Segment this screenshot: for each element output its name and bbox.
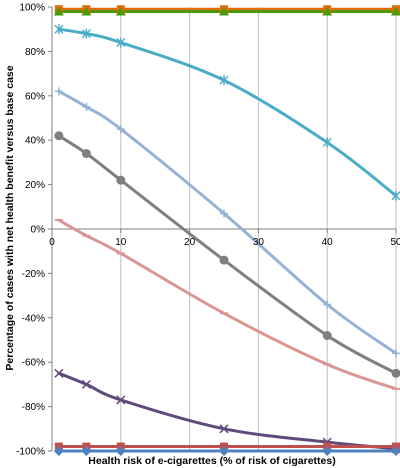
y-tick-label: 20%	[25, 180, 45, 191]
x-marker	[116, 395, 126, 405]
y-tick-label: 40%	[25, 136, 45, 147]
triangle-marker	[219, 6, 229, 16]
series-markers-2	[53, 6, 400, 16]
y-tick-label: -100%	[16, 447, 45, 458]
y-axis-label: Percentage of cases with net health bene…	[4, 65, 16, 370]
plus-marker	[116, 125, 125, 134]
series-markers-9	[53, 446, 400, 456]
triangle-marker	[81, 6, 92, 16]
x-tick-label: 10	[115, 237, 127, 248]
x-marker	[219, 424, 229, 434]
star-marker	[322, 137, 332, 148]
y-tick-label: 80%	[25, 47, 45, 58]
diamond-marker	[391, 446, 400, 456]
plus-marker	[392, 349, 400, 358]
diamond-marker	[322, 446, 333, 456]
diamond-marker	[219, 446, 229, 456]
diamond-marker	[81, 446, 92, 456]
series-lines	[57, 7, 398, 453]
series-markers-5	[54, 131, 400, 378]
series-markers-3	[54, 24, 400, 201]
series-markers	[53, 5, 400, 456]
plus-marker	[220, 209, 228, 218]
triangle-marker	[53, 6, 64, 16]
triangle-marker	[391, 6, 400, 16]
y-tick-label: 60%	[25, 91, 45, 102]
series-markers-4	[54, 87, 400, 358]
y-tick-label: 100%	[19, 3, 45, 14]
star-marker	[116, 37, 126, 48]
diamond-marker	[53, 446, 64, 456]
circle-marker	[81, 149, 91, 159]
y-tick-label: -20%	[22, 269, 45, 280]
circle-marker	[54, 131, 64, 141]
plus-marker	[54, 87, 63, 96]
star-marker	[54, 24, 64, 35]
y-tick-label: 0%	[31, 225, 46, 236]
circle-marker	[391, 368, 400, 378]
x-tick-label: 50	[390, 237, 400, 248]
series-line-6	[57, 218, 398, 391]
x-tick-label: 20	[184, 237, 196, 248]
series-line-7	[57, 371, 398, 451]
circle-marker	[219, 255, 229, 265]
plus-marker	[323, 300, 332, 309]
circle-marker	[116, 175, 126, 185]
x-tick-label: 40	[322, 237, 334, 248]
axes	[48, 6, 397, 452]
x-tick-label: 30	[253, 237, 265, 248]
triangle-marker	[115, 6, 126, 16]
x-marker	[81, 379, 91, 389]
x-tick-label: 0	[49, 237, 55, 248]
star-marker	[219, 75, 229, 86]
y-tick-label: -40%	[22, 313, 45, 324]
circle-marker	[322, 331, 332, 341]
tick-labels: -100% -80% -60% -40% -20% 0% 20% 40% 60% 80% 100% 0…	[16, 3, 400, 458]
series-line-5	[57, 134, 398, 375]
y-tick-label: -80%	[22, 402, 45, 413]
series-markers-7	[54, 368, 400, 454]
plus-marker	[82, 102, 91, 111]
x-axis-label: Health risk of e-cigarettes (% of risk o…	[88, 455, 335, 467]
triangle-marker	[322, 6, 333, 16]
x-marker	[54, 368, 64, 378]
diamond-marker	[115, 446, 126, 456]
star-marker	[391, 190, 400, 201]
series-markers-6	[54, 219, 400, 390]
y-tick-label: -60%	[22, 358, 45, 369]
star-marker	[81, 28, 91, 39]
